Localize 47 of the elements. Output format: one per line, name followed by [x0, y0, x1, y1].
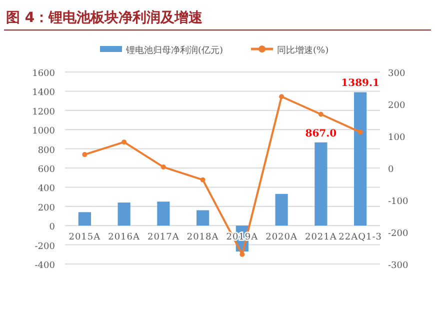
y2-tick-label: 0 — [388, 165, 394, 175]
y-tick-label: 600 — [38, 165, 56, 175]
y-tick-label: 200 — [38, 203, 56, 214]
point — [160, 164, 166, 170]
point — [122, 140, 127, 145]
bar — [275, 194, 288, 226]
bar — [118, 202, 130, 226]
y-tick-label: 800 — [38, 146, 56, 156]
x-tick-label: 2017A — [147, 232, 180, 243]
legend-label: 锂电池归母净利润(亿元) — [125, 45, 224, 56]
y2-tick-label: 200 — [388, 101, 406, 111]
data-label: 867.0 — [305, 128, 337, 140]
data-label: 1389.1 — [341, 78, 380, 90]
point — [82, 152, 88, 158]
x-tick-label: 22AQ1-3 — [338, 232, 382, 243]
y2-tick-label: -200 — [388, 229, 408, 239]
bar — [196, 210, 210, 226]
y2-tick-label: 300 — [388, 69, 406, 79]
y-tick-label: 1400 — [32, 88, 56, 98]
bar — [78, 212, 91, 226]
point — [318, 112, 324, 117]
x-tick-label: 2018A — [186, 232, 219, 243]
y-tick-label: 1600 — [32, 69, 56, 79]
x-tick-label: 2020A — [266, 232, 298, 243]
y-tick-label: -400 — [34, 261, 56, 271]
y-tick-label: 1200 — [32, 107, 56, 118]
legend-item: 锂电池归母净利润(亿元) — [100, 46, 224, 56]
y2-tick-label: -100 — [388, 197, 408, 207]
point — [200, 177, 206, 182]
legend-item: 同比增速(%) — [251, 46, 329, 56]
y2-tick-label: -300 — [388, 261, 408, 271]
chart-title: 图 4：锂电池板块净利润及增速 — [6, 9, 204, 26]
y-tick-label: 1000 — [32, 126, 56, 137]
point — [279, 94, 284, 100]
point — [240, 252, 245, 257]
bar — [157, 202, 170, 226]
bar — [354, 92, 367, 226]
legend-label: 同比增速(%) — [277, 45, 329, 56]
x-tick-label: 2021A — [304, 232, 337, 243]
point — [358, 130, 363, 135]
y-tick-label: -200 — [34, 242, 56, 252]
y2-tick-label: 100 — [388, 133, 406, 143]
bar — [314, 142, 328, 226]
x-tick-label: 2016A — [108, 232, 140, 243]
x-tick-label: 2015A — [68, 232, 101, 243]
y-tick-label: 0 — [49, 222, 56, 233]
y-tick-label: 400 — [38, 184, 56, 194]
